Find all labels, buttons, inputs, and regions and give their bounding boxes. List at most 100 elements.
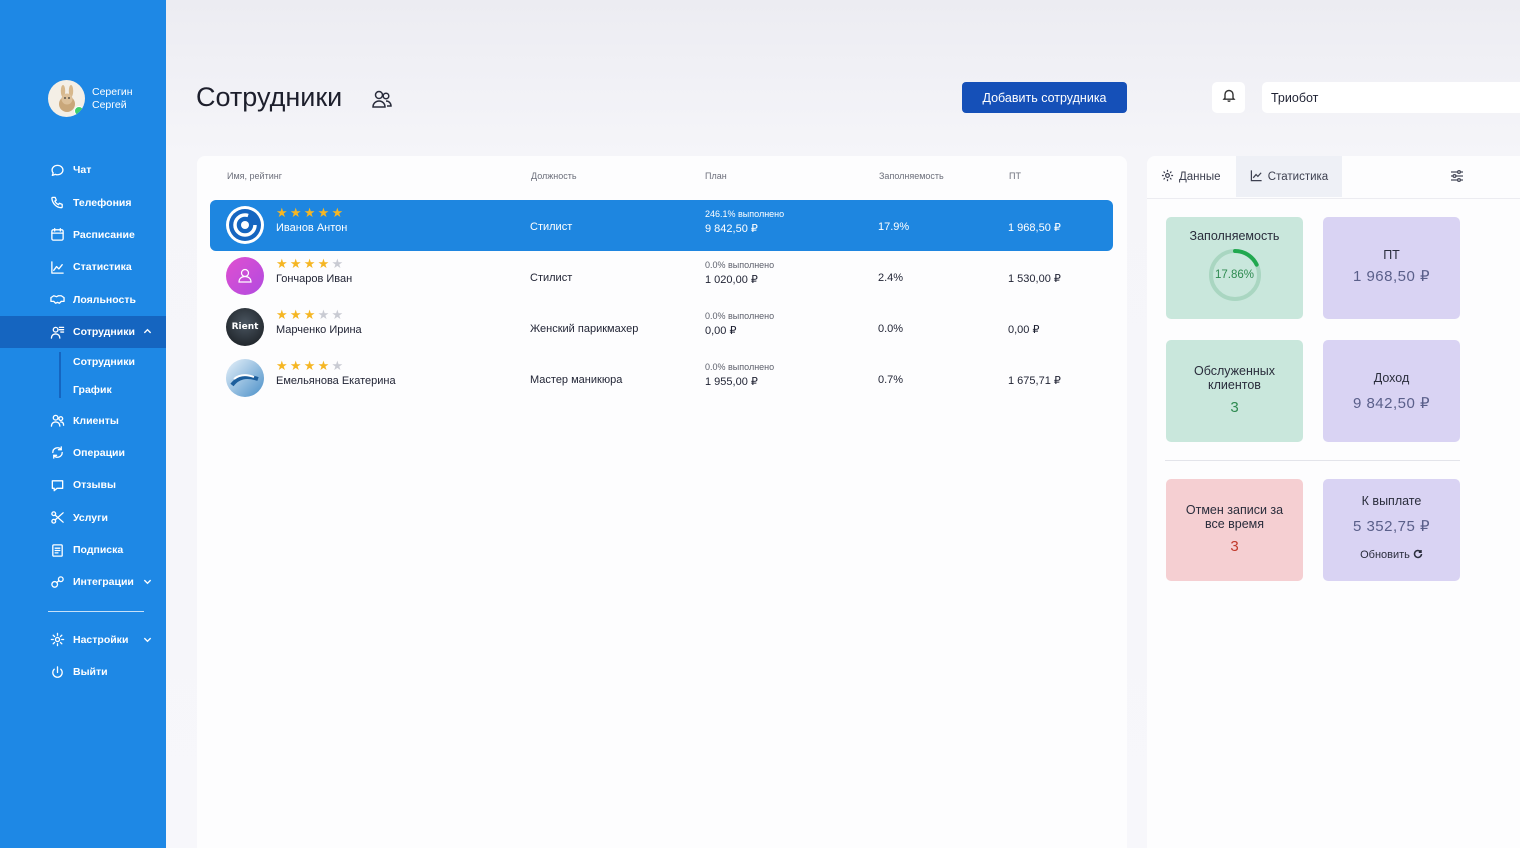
employees-icon (49, 324, 65, 340)
star-empty-icon: ★ (317, 307, 332, 322)
user-last-name: Серегин (92, 85, 133, 98)
sidebar-item-label: Сотрудники (73, 326, 135, 339)
sidebar-item-logout[interactable]: Выйти (0, 656, 166, 688)
sidebar-item-clients[interactable]: Клиенты (0, 404, 166, 436)
sidebar-item-integrations[interactable]: Интеграции (0, 566, 166, 598)
rabbit-icon (58, 84, 75, 112)
sidebar-item-label: Расписание (73, 228, 135, 241)
table-row[interactable]: ★★★★★ Иванов Антон Стилист 246.1% выполн… (210, 200, 1113, 251)
avatar-logo-text: Rient (231, 322, 259, 332)
sidebar-item-label: Операции (73, 446, 125, 459)
star-empty-icon: ★ (331, 307, 346, 322)
submenu-item-schedule[interactable]: График (73, 384, 112, 397)
sidebar-item-schedule[interactable]: Расписание (0, 219, 166, 251)
sidebar-divider (48, 610, 144, 612)
plan-status: 0.0% выполнено (705, 311, 775, 321)
sidebar-item-label: Отзывы (73, 479, 116, 492)
star-filled-icon: ★ (317, 205, 332, 220)
company-selector[interactable]: Триобот (1262, 82, 1520, 113)
cancellations-value: 3 (1230, 538, 1239, 555)
pt-value: 1 968,50 ₽ (1352, 268, 1431, 285)
employee-avatar (226, 206, 264, 244)
tab-statistics[interactable]: Статистика (1236, 156, 1342, 197)
user-profile[interactable]: Серегин Сергей (48, 80, 133, 117)
income-label: Доход (1373, 371, 1410, 385)
sidebar-item-telephony[interactable]: Телефония (0, 186, 166, 218)
calendar-icon (49, 227, 65, 243)
chevron-up-icon[interactable] (143, 327, 152, 336)
integrations-icon (49, 574, 65, 590)
sidebar-item-statistics[interactable]: Статистика (0, 251, 166, 283)
employees-submenu: Сотрудники График (0, 348, 166, 404)
star-filled-icon: ★ (276, 307, 290, 322)
sidebar-item-reviews[interactable]: Отзывы (0, 469, 166, 501)
star-filled-icon: ★ (303, 256, 318, 271)
plan-amount: 1 020,00 ₽ (705, 274, 758, 286)
pt-value: 1 530,00 ₽ (1008, 273, 1061, 285)
sidebar-item-services[interactable]: Услуги (0, 502, 166, 534)
statistics-panel: Данные Статистика Заполняемость 17.86% П… (1147, 156, 1520, 848)
fill-rate: 0.7% (878, 374, 904, 386)
employee-avatar: Rient (226, 308, 264, 346)
star-filled-icon: ★ (276, 358, 290, 373)
table-row[interactable]: ★★★★★ Гончаров Иван Стилист 0.0% выполне… (210, 251, 1113, 302)
star-filled-icon: ★ (289, 205, 304, 220)
sidebar-item-label: Клиенты (73, 414, 119, 427)
payout-value: 5 352,75 ₽ (1352, 518, 1431, 535)
star-filled-icon: ★ (289, 358, 304, 373)
submenu-item-employees[interactable]: Сотрудники (73, 356, 135, 369)
add-employee-button[interactable]: Добавить сотрудника (962, 82, 1127, 113)
chevron-down-icon[interactable] (143, 577, 152, 586)
sidebar-item-subscription[interactable]: Подписка (0, 534, 166, 566)
plan-status: 246.1% выполнено (705, 209, 785, 219)
pt-tile: ПТ 1 968,50 ₽ (1323, 217, 1460, 319)
income-tile: Доход 9 842,50 ₽ (1323, 340, 1460, 442)
user-icon (238, 268, 252, 283)
column-header-position[interactable]: Должность (531, 171, 577, 181)
user-first-name: Сергей (92, 98, 127, 111)
table-row[interactable]: Rient ★★★★★ Марченко Ирина Женский парик… (210, 302, 1113, 353)
served-clients-value: 3 (1230, 399, 1239, 416)
fill-rate: 0.0% (878, 323, 904, 335)
sidebar: Серегин Сергей Чат Телефония Расписание … (0, 0, 166, 848)
tab-label: Статистика (1267, 170, 1329, 183)
column-header-pt[interactable]: ПТ (1009, 171, 1021, 181)
pt-label: ПТ (1383, 248, 1400, 262)
sidebar-item-settings[interactable]: Настройки (0, 624, 166, 656)
column-header-name[interactable]: Имя, рейтинг (227, 171, 282, 181)
sidebar-item-label: Чат (73, 164, 92, 177)
notifications-button[interactable] (1212, 82, 1245, 113)
bell-icon (1222, 88, 1236, 107)
sidebar-item-loyalty[interactable]: Лояльность (0, 284, 166, 316)
chevron-down-icon[interactable] (143, 635, 152, 644)
employee-position: Женский парикмахер (530, 323, 639, 335)
refresh-button[interactable]: Обновить (1360, 549, 1423, 562)
plan-status: 0.0% выполнено (705, 260, 775, 270)
subscription-icon (49, 542, 65, 558)
rating-stars: ★★★★★ (276, 308, 345, 321)
sidebar-item-chat[interactable]: Чат (0, 154, 166, 186)
operations-icon (49, 445, 65, 461)
cancellations-label: Отмен записи за все время (1185, 503, 1284, 531)
filter-settings-icon[interactable] (1449, 168, 1465, 184)
employee-avatar (226, 257, 264, 295)
pt-value: 1 968,50 ₽ (1008, 222, 1061, 234)
phone-icon (49, 195, 65, 211)
power-icon (49, 664, 65, 680)
star-filled-icon: ★ (317, 256, 332, 271)
payout-tile: К выплате 5 352,75 ₽ Обновить (1323, 479, 1460, 581)
column-header-fill[interactable]: Заполняемость (879, 171, 944, 181)
employee-position: Стилист (530, 272, 573, 284)
star-filled-icon: ★ (331, 205, 346, 220)
column-header-plan[interactable]: План (705, 171, 727, 181)
sidebar-nav: Чат Телефония Расписание Статистика Лоял… (0, 154, 166, 688)
sidebar-item-employees[interactable]: Сотрудники (0, 315, 166, 349)
sidebar-item-operations[interactable]: Операции (0, 437, 166, 469)
sidebar-item-label: Телефония (73, 196, 132, 209)
table-row[interactable]: ★★★★★ Емельянова Екатерина Мастер маникю… (210, 353, 1113, 404)
tab-data[interactable]: Данные (1161, 156, 1235, 197)
cancellations-tile: Отмен записи за все время 3 (1166, 479, 1303, 581)
plan-status: 0.0% выполнено (705, 362, 775, 372)
rating-stars: ★★★★★ (276, 206, 345, 219)
handshake-icon (49, 292, 65, 308)
